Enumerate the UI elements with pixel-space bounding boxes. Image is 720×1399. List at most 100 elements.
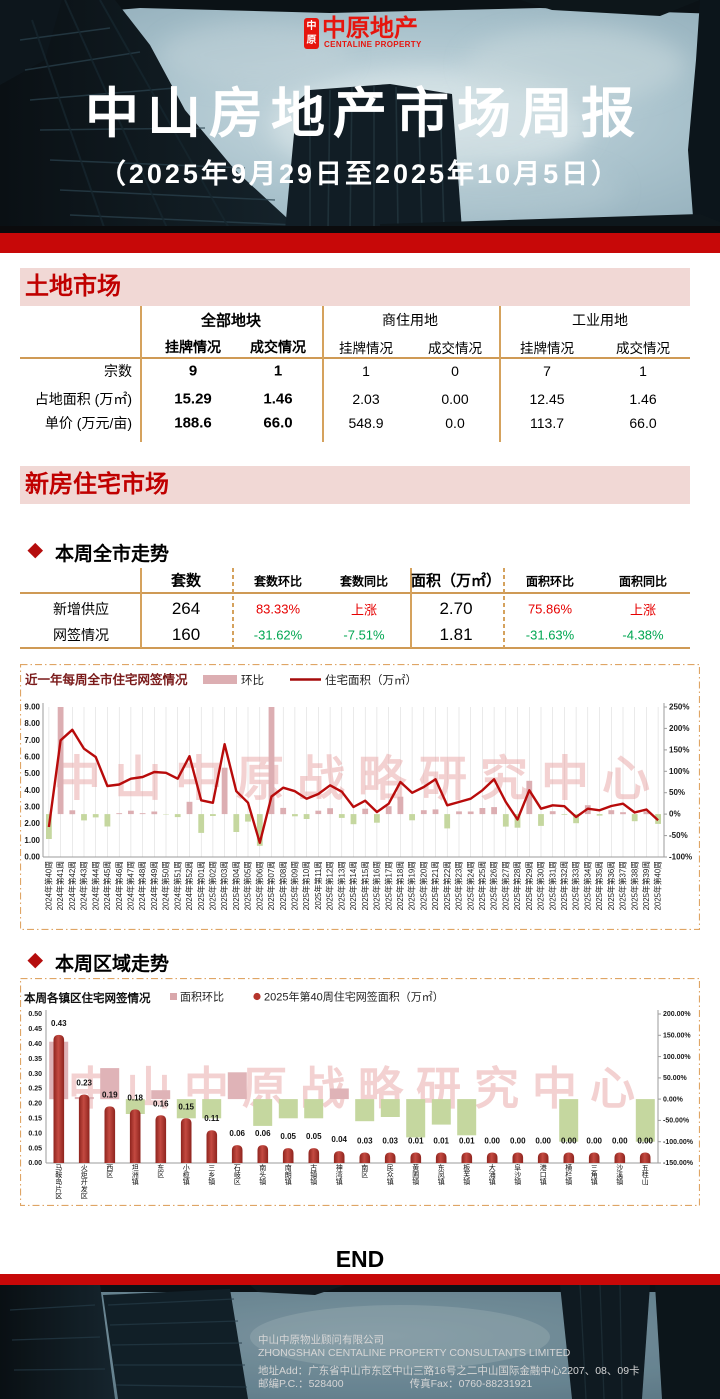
svg-text:东区: 东区 — [157, 1163, 164, 1179]
svg-text:50%: 50% — [669, 788, 685, 797]
svg-text:0.18: 0.18 — [127, 1093, 143, 1102]
svg-text:2025年第37周: 2025年第37周 — [618, 861, 628, 910]
svg-text:2.00: 2.00 — [24, 819, 40, 828]
svg-text:2025年第33周: 2025年第33周 — [571, 861, 581, 910]
svg-text:150%: 150% — [669, 745, 689, 754]
svg-text:2024年第47周: 2024年第47周 — [126, 861, 136, 910]
svg-text:2025年第05周: 2025年第05周 — [243, 861, 253, 910]
svg-text:-50%: -50% — [669, 831, 688, 840]
svg-text:南头镇: 南头镇 — [259, 1163, 266, 1186]
svg-text:2025年第21周: 2025年第21周 — [430, 861, 440, 910]
svg-text:200%: 200% — [669, 724, 689, 733]
svg-text:0.30: 0.30 — [28, 1071, 42, 1078]
svg-text:-50.00%: -50.00% — [663, 1118, 690, 1125]
svg-text:2024年第52周: 2024年第52周 — [184, 861, 194, 910]
svg-text:50.00%: 50.00% — [663, 1075, 688, 1082]
svg-text:2025年第08周: 2025年第08周 — [278, 861, 288, 910]
svg-text:本周各镇区住宅网签情况: 本周各镇区住宅网签情况 — [24, 991, 151, 1005]
svg-text:2025年第40周: 2025年第40周 — [653, 861, 663, 910]
svg-text:2025年第26周: 2025年第26周 — [489, 861, 499, 910]
svg-text:0.25: 0.25 — [28, 1086, 42, 1093]
svg-text:2024年第46周: 2024年第46周 — [114, 861, 124, 910]
svg-text:0.06: 0.06 — [229, 1129, 245, 1138]
svg-text:0.00: 0.00 — [612, 1137, 628, 1146]
svg-text:0.03: 0.03 — [382, 1137, 398, 1146]
svg-text:0.00: 0.00 — [535, 1137, 551, 1146]
svg-text:2025年第34周: 2025年第34周 — [582, 861, 592, 910]
svg-text:0.05: 0.05 — [28, 1145, 42, 1152]
svg-text:0.20: 0.20 — [28, 1101, 42, 1108]
svg-text:2024年第48周: 2024年第48周 — [137, 861, 147, 910]
svg-text:东凤镇: 东凤镇 — [438, 1163, 445, 1186]
svg-text:0.43: 0.43 — [51, 1019, 67, 1028]
svg-text:2025年第17周: 2025年第17周 — [383, 861, 393, 910]
svg-text:2025年第28周: 2025年第28周 — [512, 861, 522, 910]
svg-text:南朗镇: 南朗镇 — [285, 1163, 292, 1186]
svg-text:2025年第25周: 2025年第25周 — [477, 861, 487, 910]
svg-text:马鞍岛片区: 马鞍岛片区 — [55, 1164, 62, 1200]
svg-text:0.00%: 0.00% — [663, 1096, 684, 1103]
svg-text:2025年第30周: 2025年第30周 — [536, 861, 546, 910]
svg-text:0.35: 0.35 — [28, 1056, 42, 1063]
svg-text:大涌镇: 大涌镇 — [489, 1163, 496, 1186]
svg-text:3.00: 3.00 — [24, 803, 40, 812]
svg-text:火炬开发区: 火炬开发区 — [81, 1164, 88, 1200]
svg-text:2025年第15周: 2025年第15周 — [360, 861, 370, 910]
svg-text:2025年第11周: 2025年第11周 — [313, 861, 323, 910]
svg-text:2025年第10周: 2025年第10周 — [301, 861, 311, 910]
svg-text:5.00: 5.00 — [24, 769, 40, 778]
svg-text:0.40: 0.40 — [28, 1041, 42, 1048]
svg-text:2025年第04周: 2025年第04周 — [231, 861, 241, 910]
svg-text:2025年第27周: 2025年第27周 — [500, 861, 510, 910]
svg-text:0.19: 0.19 — [102, 1090, 118, 1099]
svg-text:0.01: 0.01 — [459, 1137, 475, 1146]
svg-text:2025年第24周: 2025年第24周 — [465, 861, 475, 910]
svg-text:0.00: 0.00 — [561, 1137, 577, 1146]
svg-text:住宅面积（万㎡）: 住宅面积（万㎡） — [325, 673, 417, 687]
svg-text:-150.00%: -150.00% — [663, 1160, 694, 1167]
svg-text:200.00%: 200.00% — [663, 1011, 691, 1018]
svg-text:2025年第40周住宅网签面积（万㎡）: 2025年第40周住宅网签面积（万㎡） — [264, 990, 444, 1004]
svg-text:0.04: 0.04 — [331, 1135, 347, 1144]
svg-text:0.50: 0.50 — [28, 1011, 42, 1018]
svg-text:板芙镇: 板芙镇 — [463, 1163, 470, 1186]
svg-text:2024年第51周: 2024年第51周 — [172, 861, 182, 910]
svg-text:2024年第50周: 2024年第50周 — [161, 861, 171, 910]
svg-text:0.16: 0.16 — [153, 1099, 169, 1108]
svg-text:100%: 100% — [669, 767, 689, 776]
svg-text:0.00: 0.00 — [28, 1160, 42, 1167]
svg-text:小榄镇: 小榄镇 — [183, 1163, 190, 1186]
svg-text:-100%: -100% — [669, 853, 692, 862]
svg-text:2024年第45周: 2024年第45周 — [102, 861, 112, 910]
svg-text:2025年第03周: 2025年第03周 — [219, 861, 229, 910]
svg-text:0.00: 0.00 — [637, 1137, 653, 1146]
svg-text:150.00%: 150.00% — [663, 1033, 691, 1040]
svg-text:2024年第41周: 2024年第41周 — [55, 861, 65, 910]
svg-text:2025年第19周: 2025年第19周 — [407, 861, 417, 910]
svg-text:0.05: 0.05 — [306, 1132, 322, 1141]
svg-text:2024年第42周: 2024年第42周 — [67, 861, 77, 910]
svg-text:2025年第09周: 2025年第09周 — [290, 861, 300, 910]
svg-text:2024年第40周: 2024年第40周 — [44, 861, 54, 910]
svg-text:0.00: 0.00 — [586, 1137, 602, 1146]
svg-text:2025年第14周: 2025年第14周 — [348, 861, 358, 910]
svg-text:环比: 环比 — [241, 674, 264, 687]
svg-text:2025年第20周: 2025年第20周 — [418, 861, 428, 910]
svg-text:0.15: 0.15 — [28, 1116, 42, 1123]
svg-text:2025年第29周: 2025年第29周 — [524, 861, 534, 910]
svg-text:0.06: 0.06 — [255, 1129, 271, 1138]
svg-text:古镇镇: 古镇镇 — [310, 1163, 317, 1186]
svg-text:0.00: 0.00 — [510, 1137, 526, 1146]
svg-text:8.00: 8.00 — [24, 719, 40, 728]
svg-text:三乡镇: 三乡镇 — [208, 1164, 215, 1186]
svg-text:9.00: 9.00 — [24, 703, 40, 712]
svg-text:西区: 西区 — [106, 1164, 113, 1179]
svg-text:0.00: 0.00 — [484, 1137, 500, 1146]
svg-text:2025年第02周: 2025年第02周 — [208, 861, 218, 910]
svg-text:0.15: 0.15 — [178, 1102, 194, 1111]
svg-text:五桂山: 五桂山 — [642, 1164, 649, 1186]
svg-text:三角镇: 三角镇 — [591, 1164, 598, 1186]
svg-text:2025年第22周: 2025年第22周 — [442, 861, 452, 910]
svg-text:2024年第43周: 2024年第43周 — [79, 861, 89, 910]
svg-text:2024年第49周: 2024年第49周 — [149, 861, 159, 910]
